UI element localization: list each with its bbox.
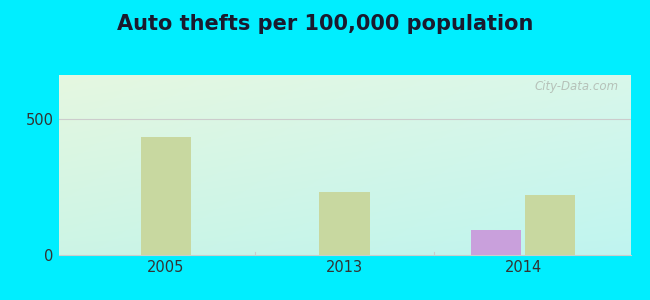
Bar <box>525 195 575 255</box>
Text: City-Data.com: City-Data.com <box>535 80 619 93</box>
Text: Auto thefts per 100,000 population: Auto thefts per 100,000 population <box>117 14 533 34</box>
Bar <box>320 192 369 255</box>
Legend: Edmore, U.S. average: Edmore, U.S. average <box>230 297 459 300</box>
Bar <box>471 230 521 255</box>
Bar <box>140 137 191 255</box>
